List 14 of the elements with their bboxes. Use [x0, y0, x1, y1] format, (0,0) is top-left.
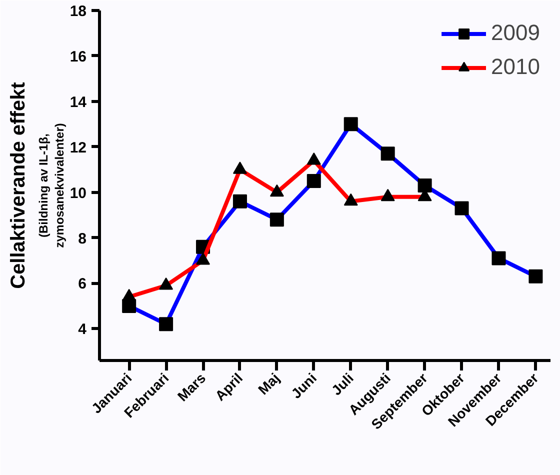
legend-label: 2010 [491, 54, 540, 80]
y-tick-label: 4 [78, 321, 88, 338]
y-axis-title: Cellaktiverande effekt [8, 82, 30, 289]
text: (Bildning av IL-1β, [36, 133, 50, 238]
x-tick-label: Maj [254, 370, 283, 398]
y-tick-label: 18 [70, 3, 87, 20]
y-tick-label: 16 [70, 48, 87, 66]
text: zymosanekvivalenter) [52, 123, 66, 248]
y-tick-label: 8 [78, 230, 86, 248]
legend-label: 2009 [491, 20, 540, 46]
y-tick-label: 14 [70, 94, 88, 111]
y-tick-label: 12 [70, 139, 87, 156]
y-tick-label: 6 [78, 276, 86, 293]
y-tick-label: 10 [70, 184, 87, 202]
